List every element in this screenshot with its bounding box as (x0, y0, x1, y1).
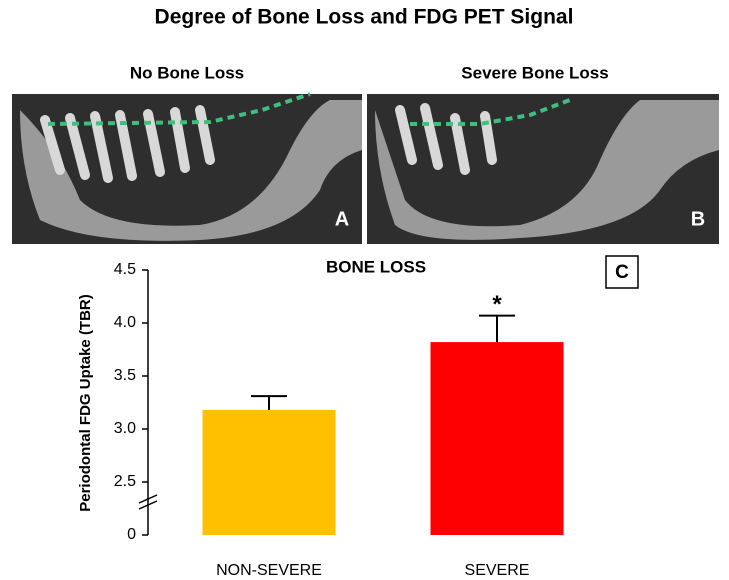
bar (202, 409, 336, 535)
y-tick-label: 2.5 (114, 473, 136, 490)
y-tick-label: 4.0 (114, 314, 136, 331)
panel-label: A (335, 208, 349, 230)
x-tick-label: SEVERE (465, 562, 530, 579)
y-tick-label: 4.5 (114, 261, 136, 278)
panel-title: No Bone Loss (130, 63, 244, 82)
axis-break (138, 500, 158, 510)
ct-image-b: B (367, 94, 719, 244)
figure-title: Degree of Bone Loss and FDG PET Signal (155, 6, 574, 29)
chart-title: BONE LOSS (326, 257, 426, 276)
y-axis-label: Periodontal FDG Uptake (TBR) (77, 294, 94, 512)
y-tick-label: 3.0 (114, 420, 136, 437)
y-tick-label: 0 (127, 526, 136, 543)
panel-title: Severe Bone Loss (461, 63, 608, 82)
significance-mark: * (492, 291, 502, 318)
ct-image-a: A (12, 92, 362, 244)
panel-label: B (691, 208, 705, 230)
x-tick-label: NON-SEVERE (216, 562, 322, 579)
panel-label: C (615, 262, 629, 283)
bar (430, 342, 564, 535)
axis-break (138, 494, 158, 504)
y-tick-label: 3.5 (114, 367, 136, 384)
panel-label-box (605, 255, 639, 289)
